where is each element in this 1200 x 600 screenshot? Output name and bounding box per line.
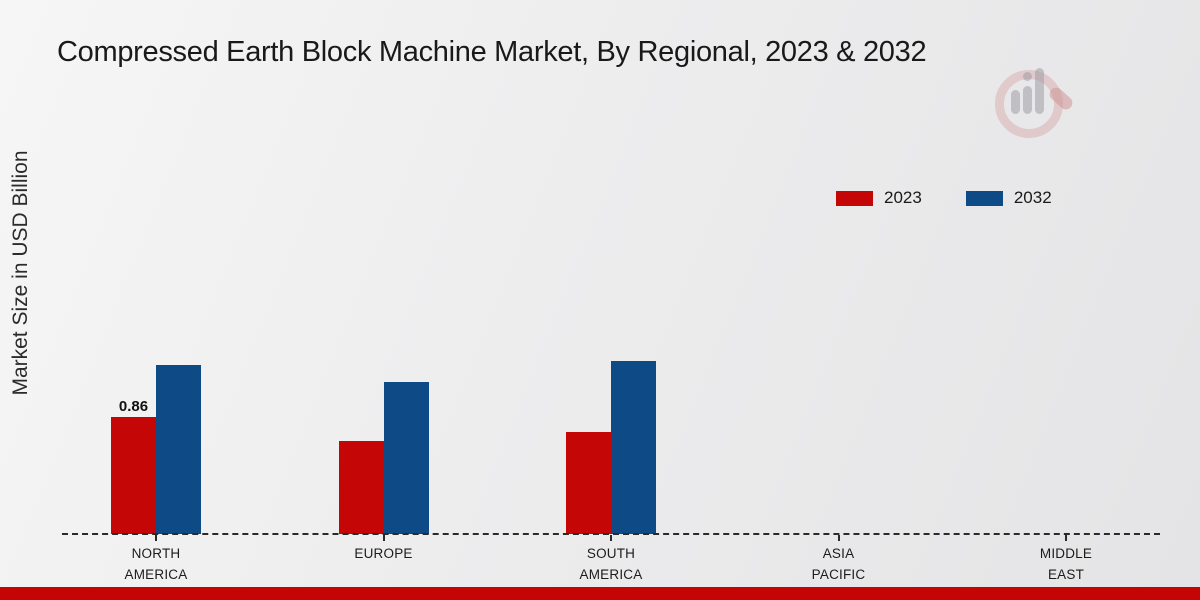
bar-2023-europe — [338, 441, 384, 534]
logo-bar-icon — [1035, 68, 1044, 114]
data-label-2023-north-america: 0.86 — [118, 397, 149, 415]
brand-watermark-logo — [995, 66, 1085, 146]
logo-dot-icon — [1023, 72, 1032, 81]
x-axis-tick — [382, 535, 385, 541]
chart-title: Compressed Earth Block Machine Market, B… — [57, 36, 927, 68]
logo-bar-icon — [1011, 90, 1020, 114]
legend: 2023 2032 — [836, 188, 1052, 208]
x-axis-tick — [837, 535, 840, 541]
bar-2032-europe — [383, 382, 429, 534]
legend-item-2023: 2023 — [836, 188, 922, 208]
x-label-south-america: SOUTH AMERICA — [579, 546, 643, 582]
legend-label-2032: 2032 — [1013, 188, 1052, 207]
bar-2032-north-america — [156, 364, 201, 534]
bar-2023-north-america — [111, 416, 156, 534]
legend-swatch-2023 — [836, 190, 873, 206]
bottom-red-band — [0, 587, 1200, 600]
x-label-north-america: NORTH AMERICA — [124, 546, 188, 582]
legend-item-2032: 2032 — [965, 188, 1052, 208]
legend-label-2023: 2023 — [884, 188, 922, 207]
x-axis-tick — [1065, 535, 1067, 541]
bar-2032-south-america — [611, 360, 656, 534]
x-axis-baseline — [62, 533, 1160, 535]
x-axis-tick — [610, 535, 612, 541]
bar-2023-south-america — [566, 431, 611, 534]
x-axis-tick — [155, 535, 157, 541]
x-label-asia-pacific: ASIA PACIFIC — [811, 546, 866, 582]
logo-bar-icon — [1023, 86, 1032, 114]
x-label-europe: EUROPE — [354, 546, 413, 561]
legend-swatch-2032 — [965, 190, 1003, 206]
